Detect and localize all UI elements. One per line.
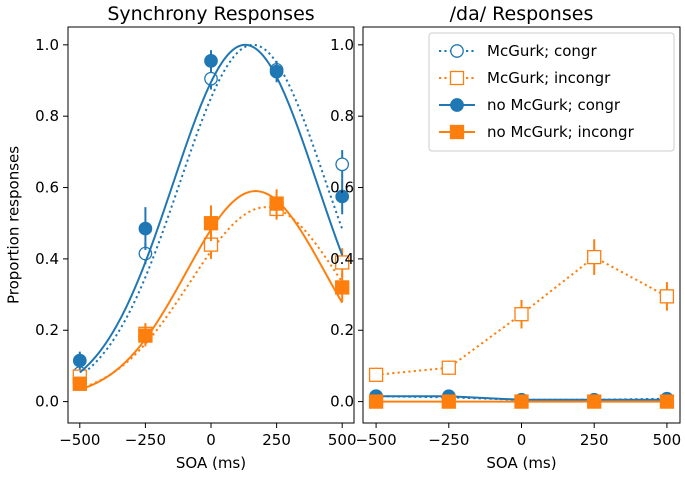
data-point [368, 394, 384, 409]
axes-frame [362, 26, 681, 424]
series-no-mcgurk-congr [72, 43, 350, 374]
y-tick-label: 0.2 [330, 321, 354, 339]
data-point [72, 353, 87, 368]
y-tick-label: 0.8 [35, 107, 59, 125]
series-mcgurk-incongr [368, 239, 675, 382]
data-point [138, 221, 153, 236]
legend-item: no McGurk; congr [439, 96, 621, 114]
x-tick-label: 250 [262, 431, 291, 449]
y-axis-label: Proportion responses [5, 146, 23, 304]
chart-title: Synchrony Responses [107, 3, 314, 25]
legend-label: no McGurk; incongr [487, 123, 635, 141]
y-tick-label: 0.8 [330, 107, 354, 125]
legend-item: McGurk; incongr [439, 69, 611, 87]
data-point [659, 289, 675, 304]
x-axis-label: SOA (ms) [176, 454, 246, 472]
data-point [441, 394, 456, 409]
data-point [587, 394, 602, 409]
data-point [659, 394, 675, 409]
data-point [335, 157, 350, 172]
legend-item: McGurk; congr [439, 42, 597, 60]
y-tick-label: 0.0 [330, 393, 354, 411]
x-tick-label: −250 [125, 431, 166, 449]
data-point [335, 280, 350, 295]
data-point [72, 376, 87, 391]
data-point [204, 54, 218, 68]
legend: McGurk; congr McGurk; incongr no McGurk; c… [428, 32, 675, 152]
legend-label: no McGurk; congr [487, 96, 621, 114]
x-tick-label: −250 [428, 431, 469, 449]
axes-frame [67, 26, 355, 424]
x-tick-label: −500 [355, 431, 396, 449]
plot-area [368, 239, 675, 409]
y-tick-label: 0.4 [35, 250, 59, 268]
y-tick-label: 0.2 [35, 321, 59, 339]
x-axis-label: SOA (ms) [486, 454, 556, 472]
data-point [587, 249, 602, 265]
legend-label: McGurk; incongr [487, 69, 611, 87]
legend-box [428, 32, 675, 152]
series-no-mcgurk-incongr [72, 189, 350, 391]
legend-marker [449, 124, 465, 140]
series-no-mcgurk-incongr [368, 394, 675, 409]
data-point [335, 255, 350, 270]
legend-marker [450, 44, 464, 58]
data-point [269, 64, 284, 79]
legend-marker [450, 98, 464, 112]
data-point [441, 360, 456, 375]
chart-title: /da/ Responses [450, 3, 594, 25]
data-point [269, 196, 284, 211]
x-tick-label: 250 [580, 431, 609, 449]
data-point [514, 307, 529, 322]
data-point [335, 189, 350, 204]
data-point [368, 367, 384, 382]
synchrony-panel: Synchrony Responses SOA (ms) Proportion re… [5, 3, 357, 472]
x-tick-label: 0 [517, 431, 527, 449]
y-tick-label: 0.0 [35, 393, 59, 411]
x-tick-label: 500 [328, 431, 357, 449]
data-point [203, 216, 219, 231]
data-point [514, 394, 529, 409]
x-tick-label: 0 [206, 431, 216, 449]
legend-marker [449, 70, 465, 86]
legend-item: no McGurk; incongr [439, 123, 635, 141]
data-point [138, 328, 153, 343]
y-tick-label: 0.4 [330, 250, 354, 268]
fit-curve [79, 43, 344, 374]
plot-area [72, 43, 350, 391]
y-tick-label: 0.6 [330, 179, 354, 197]
x-tick-label: −500 [59, 431, 100, 449]
da-panel: /da/ Responses SOA (ms) −500 −250 0 250 500 0.0… [330, 3, 681, 472]
legend-label: McGurk; congr [487, 42, 597, 60]
y-tick-label: 1.0 [35, 36, 59, 54]
x-tick-label: 500 [653, 431, 682, 449]
y-tick-label: 1.0 [330, 36, 354, 54]
y-tick-label: 0.6 [35, 179, 59, 197]
